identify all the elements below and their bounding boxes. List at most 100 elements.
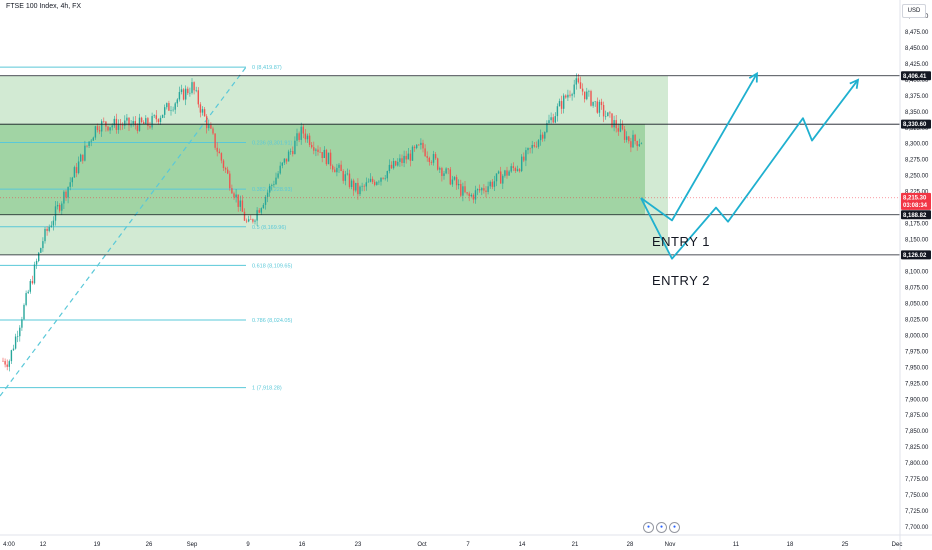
candle-body [437, 158, 439, 170]
candle-body [344, 174, 346, 181]
fib-level-label: 0.618 (8,109.65) [252, 263, 293, 269]
candle-body [302, 126, 304, 134]
candle-body [10, 350, 13, 362]
candle-body [409, 153, 412, 161]
candle-body [502, 175, 504, 184]
candle-body [218, 151, 220, 154]
candle-body [527, 148, 529, 151]
candle-body [628, 136, 630, 142]
price-axis-tick: 8,325.00 [905, 126, 929, 132]
price-axis[interactable]: 8,500.008,475.008,450.008,425.008,400.00… [905, 14, 929, 531]
candle-body [75, 167, 78, 174]
candle-body [134, 121, 136, 126]
candle-body [508, 171, 510, 176]
candle-body [23, 304, 25, 320]
candle-body [82, 154, 84, 161]
level-price-tag [901, 119, 931, 129]
fib-level-label: 0.786 (8,024.05) [252, 318, 293, 324]
candle-body [313, 147, 315, 151]
candle-body [199, 104, 202, 113]
candle-body [46, 228, 48, 231]
candle-body [592, 101, 594, 106]
candle-body [619, 124, 622, 132]
candle-body [164, 107, 166, 115]
candle-body [67, 186, 69, 198]
currency-button[interactable]: USD [902, 4, 926, 18]
candle-body [174, 103, 176, 110]
forecast-path-2 [640, 79, 859, 260]
candle-body [468, 193, 470, 197]
candle-body [168, 103, 170, 111]
time-axis-tick: 11 [733, 542, 740, 548]
candle-body [548, 120, 550, 124]
candle-body [325, 149, 328, 165]
price-axis-tick: 7,700.00 [905, 525, 929, 531]
range-zones [0, 75, 668, 255]
candle-body [48, 227, 50, 231]
time-axis-tick: 25 [842, 542, 849, 548]
candle-body [500, 171, 502, 184]
candle-body [245, 220, 248, 222]
candle-body [266, 192, 269, 197]
candle-body [19, 327, 21, 337]
candle-body [281, 162, 283, 166]
candle-body [319, 151, 321, 153]
candle-body [262, 204, 265, 209]
candle-body [556, 106, 559, 117]
candle-body [214, 133, 216, 148]
candle-body [178, 92, 181, 100]
candle-body [428, 157, 430, 163]
candle-body [304, 133, 307, 140]
range-zone-outer [0, 75, 668, 255]
price-axis-tick: 7,800.00 [905, 461, 929, 467]
time-axis-tick: 28 [627, 542, 634, 548]
range-zone-inner [0, 124, 645, 215]
level-price-tag-text: 8,188.82 [903, 213, 927, 219]
candle-body [96, 126, 99, 131]
candle-body [521, 156, 523, 172]
time-axis-tick: 26 [146, 542, 153, 548]
price-axis-tick: 8,075.00 [905, 285, 929, 291]
candle-body [346, 173, 349, 175]
candle-body [195, 90, 197, 91]
time-axis[interactable]: 4:00 12 19 26 Sep 9 16 23 Oct 7 14 21 28 Nov 11 18 25 Dec [3, 542, 902, 548]
candle-body [466, 192, 468, 194]
candle-body [573, 84, 575, 95]
level-price-tag-text: 8,330.60 [903, 122, 927, 128]
candle-body [321, 152, 323, 158]
candle-body [231, 188, 233, 194]
candle-body [472, 194, 475, 200]
candle-body [143, 122, 145, 125]
price-axis-tick: 8,450.00 [905, 46, 929, 52]
candle-body [71, 177, 73, 183]
candle-body [243, 211, 246, 221]
candle-body [201, 109, 204, 113]
candle-body [403, 155, 405, 163]
candle-body [317, 149, 319, 152]
candle-body [487, 186, 489, 192]
candle-body [222, 160, 225, 168]
time-axis-tick: 23 [355, 542, 362, 548]
candle-body [61, 203, 63, 211]
candle-body [455, 177, 458, 186]
economic-event-flag-icon[interactable]: ● [669, 522, 680, 533]
candle-body [413, 146, 416, 149]
candle-body [605, 116, 607, 117]
candle-body [311, 144, 313, 148]
candle-body [31, 281, 34, 284]
candle-body [294, 140, 296, 155]
candle-body [2, 360, 4, 362]
candle-body [88, 141, 90, 146]
economic-event-flag-icon[interactable]: ● [643, 522, 654, 533]
candle-body [497, 171, 500, 174]
candle-body [546, 123, 548, 133]
price-axis-tick: 7,975.00 [905, 349, 929, 355]
candle-body [264, 196, 267, 205]
candle-body [598, 101, 601, 113]
candle-body [187, 88, 189, 94]
candle-body [35, 260, 38, 265]
candle-body [353, 180, 355, 191]
economic-event-flag-icon[interactable]: ● [656, 522, 667, 533]
candle-body [98, 130, 101, 132]
